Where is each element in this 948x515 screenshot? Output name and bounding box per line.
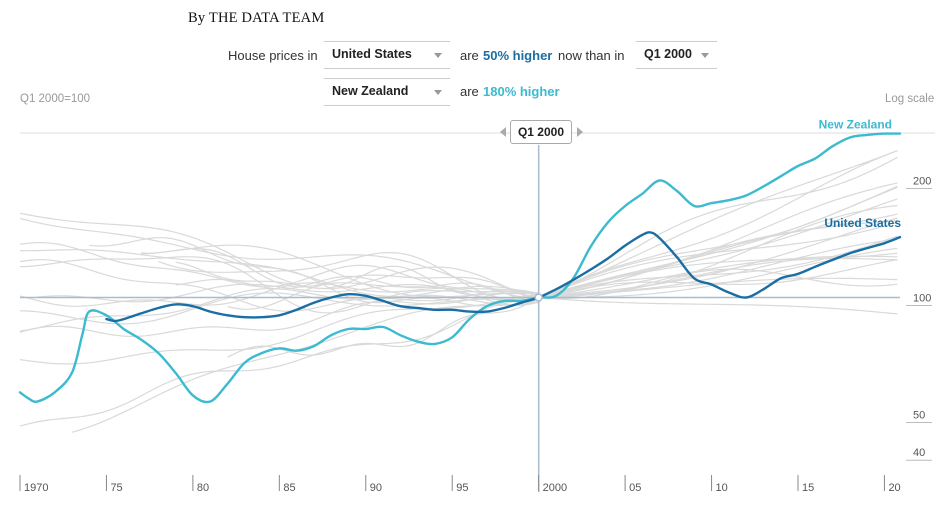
y-tick-label: 200 [913,176,931,188]
context-series-line [19,220,898,332]
x-tick-label: 85 [283,482,295,494]
context-series-line [19,150,898,427]
context-series-line [20,182,898,325]
country-dropdown-primary-value: United States [332,47,412,61]
scale-note: Log scale [885,93,935,105]
byline: By THE DATA TEAM [188,10,325,26]
change-secondary: 180% higher [483,84,560,99]
x-tick-label: 95 [456,482,468,494]
x-tick-label: 05 [629,482,641,494]
y-tick-label: 40 [913,447,925,459]
marker-next-arrow-icon[interactable] [577,127,583,137]
context-series-line [20,256,898,314]
index-note: Q1 2000=100 [20,93,91,105]
x-tick-label: 20 [888,482,900,494]
chevron-down-icon [701,53,709,58]
change-primary: 50% higher [483,48,553,63]
sentence-are-1: are [460,48,479,63]
context-series-line [227,257,898,310]
sentence-suffix: now than in [558,48,625,63]
series-label-united-states: United States [824,216,901,230]
x-tick-label: 10 [716,482,728,494]
country-dropdown-secondary-value: New Zealand [332,84,409,98]
context-series-line [89,221,898,307]
context-series-line [19,242,898,298]
x-tick-label: 1970 [24,482,48,494]
context-series-line [19,156,898,301]
series-line-united-states [105,231,902,323]
period-dropdown[interactable]: Q1 2000 [636,41,717,69]
x-tick-label: 15 [802,482,814,494]
sentence-are-2: are [460,84,479,99]
context-series-line [140,244,898,298]
chevron-down-icon [434,53,442,58]
x-tick-label: 80 [197,482,209,494]
x-tick-label: 2000 [543,482,567,494]
y-tick-label: 50 [913,410,925,422]
context-series-line [19,217,898,365]
country-dropdown-primary[interactable]: United States [324,41,450,69]
period-marker-handle[interactable]: Q1 2000 [510,120,572,144]
context-series-line [19,217,898,301]
baseline-intersection-dot [534,293,543,302]
series-line-new-zealand [18,132,902,404]
context-series-line [19,198,898,338]
sentence-prefix: House prices in [228,48,318,63]
x-tick-label: 75 [110,482,122,494]
country-dropdown-secondary[interactable]: New Zealand [324,78,450,106]
marker-prev-arrow-icon[interactable] [500,127,506,137]
series-label-new-zealand: New Zealand [819,118,892,132]
chevron-down-icon [434,90,442,95]
context-series-line [19,213,898,298]
period-dropdown-value: Q1 2000 [644,47,692,61]
x-tick-label: 90 [370,482,382,494]
y-tick-label: 100 [913,293,931,305]
context-series-line [140,186,898,302]
